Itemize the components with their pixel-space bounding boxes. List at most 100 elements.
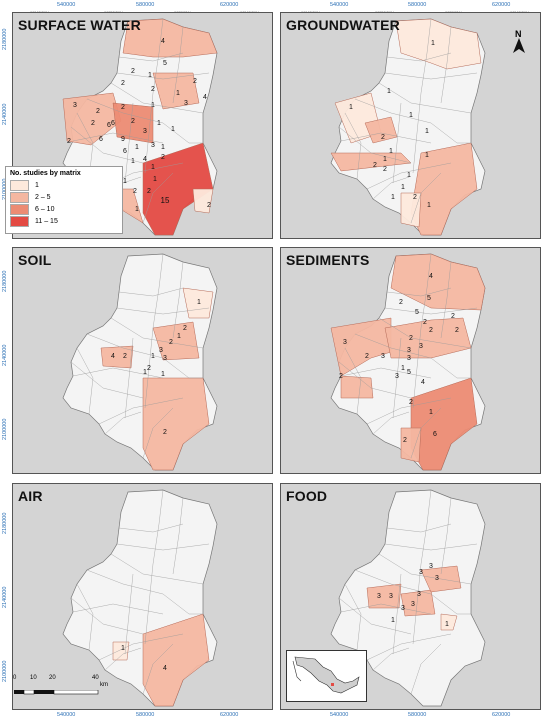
study-count-label: 2 bbox=[169, 339, 173, 346]
study-count-label: 3 bbox=[401, 605, 405, 612]
study-count-label: 5 bbox=[163, 60, 167, 67]
x-tick: 540000 bbox=[57, 712, 76, 718]
study-count-label: 2 bbox=[151, 86, 155, 93]
municipality-boundary bbox=[384, 543, 478, 551]
study-count-label: 1 bbox=[121, 645, 125, 652]
municipality-patch bbox=[112, 641, 130, 661]
municipality-boundary bbox=[70, 361, 144, 399]
municipality-boundary bbox=[440, 261, 452, 339]
municipality-patch bbox=[330, 317, 392, 377]
y-tick: 2140000 bbox=[2, 586, 8, 608]
study-count-label: 1 bbox=[131, 158, 135, 165]
study-count-label: 1 bbox=[425, 152, 429, 159]
panel-title: SURFACE WATER bbox=[18, 17, 141, 33]
municipality-boundary bbox=[340, 603, 432, 615]
study-count-label: 2 bbox=[383, 166, 387, 173]
municipality-boundary bbox=[338, 126, 412, 164]
study-count-label: 1 bbox=[143, 369, 147, 376]
municipality-boundary bbox=[98, 633, 184, 661]
study-count-label: 1 bbox=[425, 128, 429, 135]
study-count-label: 1 bbox=[429, 409, 433, 416]
municipality-boundary bbox=[372, 647, 410, 671]
study-count-label: 4 bbox=[163, 665, 167, 672]
legend-label: 2 – 5 bbox=[35, 193, 51, 201]
study-count-label: 1 bbox=[431, 40, 435, 47]
municipality-boundary bbox=[384, 307, 478, 315]
study-count-label: 2 bbox=[429, 327, 433, 334]
study-count-label: 2 bbox=[183, 325, 187, 332]
study-count-label: 2 bbox=[123, 353, 127, 360]
study-count-label: 2 bbox=[161, 154, 165, 161]
study-count-label: 1 bbox=[135, 206, 139, 213]
legend-title: No. studies by matrix bbox=[10, 170, 81, 177]
municipality-boundary bbox=[344, 347, 362, 415]
panel-title: GROUNDWATER bbox=[286, 17, 400, 33]
municipality-boundary bbox=[86, 333, 164, 359]
municipality-boundary bbox=[162, 593, 203, 615]
study-count-label: 5 bbox=[407, 369, 411, 376]
scale-label: 20 bbox=[49, 675, 56, 681]
study-count-label: 4 bbox=[421, 379, 425, 386]
municipality-boundary bbox=[142, 643, 174, 695]
study-count-label: 3 bbox=[395, 373, 399, 380]
study-count-label: 2 bbox=[409, 335, 413, 342]
study-count-label: 2 bbox=[409, 399, 413, 406]
municipality-boundary bbox=[110, 82, 204, 114]
study-count-label: 2 bbox=[163, 429, 167, 436]
municipality-boundary bbox=[76, 583, 94, 651]
y-tick: 2140000 bbox=[2, 103, 8, 125]
municipality-boundary bbox=[110, 553, 204, 585]
study-count-label: 2 bbox=[423, 319, 427, 326]
study-count-label: 15 bbox=[161, 196, 170, 205]
x-tick: 580000 bbox=[136, 2, 155, 8]
study-count-label: 5 bbox=[415, 309, 419, 316]
municipality-boundary bbox=[118, 287, 184, 297]
legend-swatch bbox=[10, 203, 29, 215]
municipality-boundary bbox=[412, 489, 432, 645]
study-count-label: 2 bbox=[207, 202, 211, 209]
study-count-label: 2 bbox=[399, 299, 403, 306]
municipality-boundary bbox=[354, 569, 432, 595]
y-tick: 2100000 bbox=[2, 660, 8, 682]
study-count-label: 1 bbox=[176, 90, 180, 97]
municipality-patch bbox=[122, 18, 218, 58]
panel-title: SOIL bbox=[18, 252, 52, 268]
municipality-patch bbox=[192, 188, 214, 214]
study-count-label: 4 bbox=[203, 94, 207, 101]
municipality-boundary bbox=[430, 122, 471, 144]
municipality-boundary bbox=[110, 317, 204, 349]
study-count-label: 3 bbox=[429, 563, 433, 570]
municipality-boundary bbox=[344, 112, 362, 180]
municipality-patch bbox=[395, 18, 482, 70]
municipality-boundary bbox=[124, 337, 134, 419]
y-tick: 2180000 bbox=[2, 28, 8, 50]
municipality-boundary bbox=[142, 407, 174, 459]
study-count-label: 1 bbox=[407, 172, 411, 179]
study-count-label: 1 bbox=[153, 176, 157, 183]
legend-label: 6 – 10 bbox=[35, 205, 55, 213]
x-tick: 620000 bbox=[492, 2, 511, 8]
legend: No. studies by matrix 1 2 – 5 6 – 10 11 … bbox=[5, 166, 123, 234]
municipality-boundary bbox=[392, 573, 402, 655]
study-count-label: 3 bbox=[389, 593, 393, 600]
legend-row: 11 – 15 bbox=[6, 215, 122, 227]
municipality-boundary bbox=[340, 132, 432, 144]
municipality-boundary bbox=[124, 573, 134, 655]
study-count-label: 2 bbox=[451, 313, 455, 320]
study-count-label: 1 bbox=[135, 144, 139, 151]
municipality-boundary bbox=[354, 98, 432, 124]
study-count-label: 1 bbox=[177, 333, 181, 340]
study-count-label: 2 bbox=[91, 120, 95, 127]
study-count-label: 6 bbox=[99, 136, 103, 143]
study-count-label: 1 bbox=[123, 178, 127, 185]
municipality-boundary bbox=[366, 397, 452, 425]
study-count-label: 2 bbox=[403, 437, 407, 444]
municipality-boundary bbox=[412, 18, 432, 174]
panel-title: SEDIMENTS bbox=[286, 252, 370, 268]
y-tick: 2180000 bbox=[2, 270, 8, 292]
municipality-boundary bbox=[384, 72, 478, 80]
y-tick: 2100000 bbox=[2, 418, 8, 440]
municipality-patch bbox=[440, 613, 458, 631]
